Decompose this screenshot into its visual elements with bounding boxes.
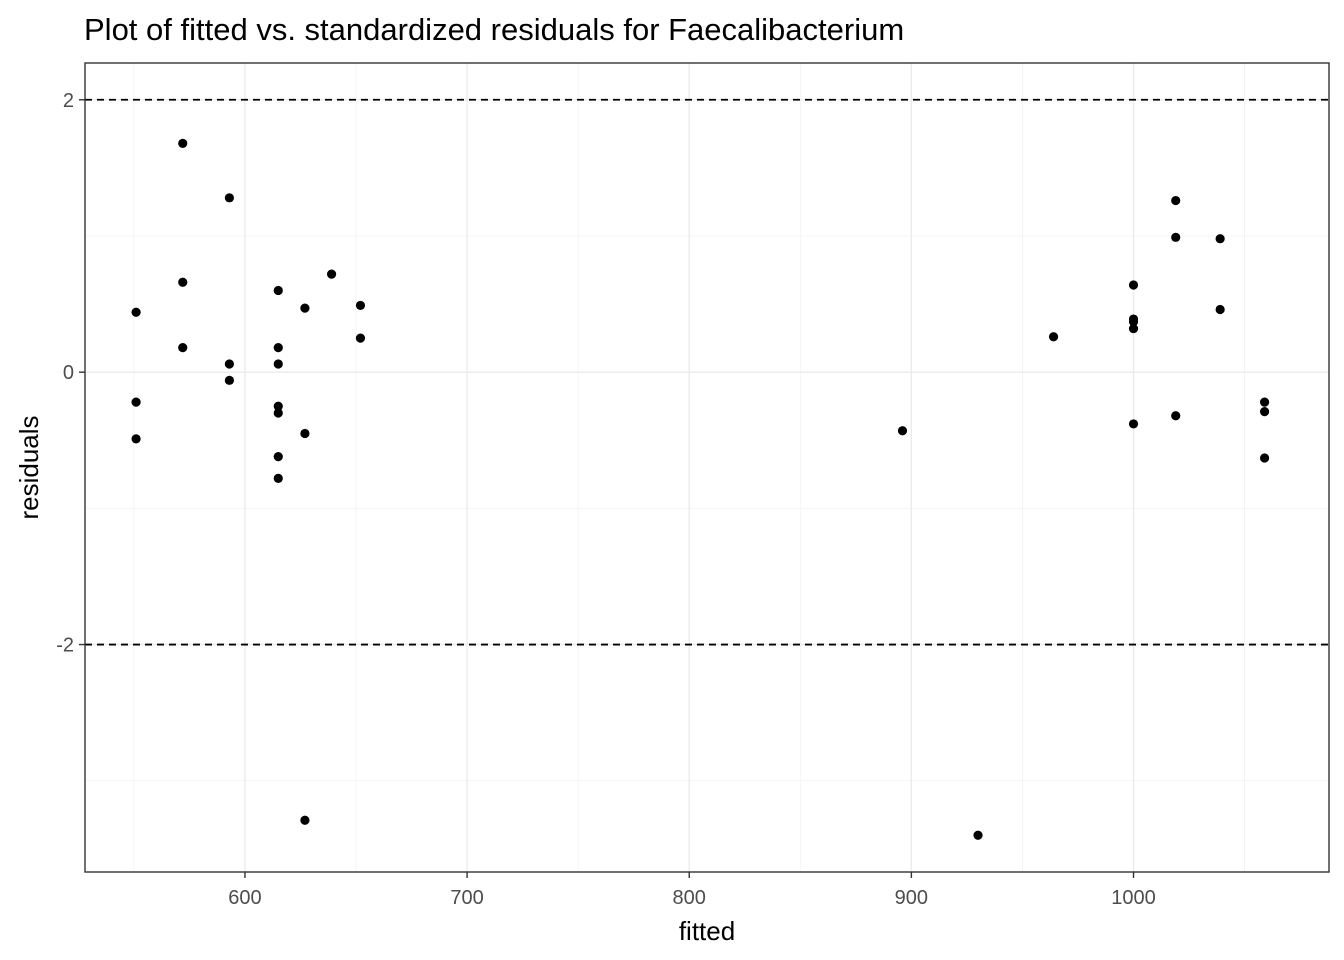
y-axis-title: residuals [14, 415, 44, 519]
y-tick-label: -2 [56, 635, 74, 657]
data-point [178, 138, 188, 148]
data-point [224, 359, 234, 369]
x-tick-label: 800 [673, 887, 706, 909]
x-tick-label: 1000 [1111, 887, 1156, 909]
data-point [1171, 232, 1181, 242]
data-point [973, 830, 983, 840]
data-point [1128, 280, 1139, 290]
data-point [1215, 234, 1225, 244]
data-point [1128, 317, 1139, 327]
data-point [131, 307, 141, 317]
panel-border [84, 62, 1330, 873]
data-point [300, 428, 310, 439]
data-point [355, 333, 366, 343]
y-tick-label: 2 [63, 90, 74, 112]
data-point [1259, 407, 1270, 417]
data-point [131, 397, 141, 407]
x-tick-label: 900 [895, 887, 928, 909]
data-point [1128, 323, 1139, 334]
data-point [1259, 453, 1270, 463]
data-point [1128, 419, 1139, 429]
data-point [224, 193, 234, 203]
panel-background [85, 63, 1329, 872]
data-point [326, 269, 337, 279]
data-point [300, 815, 310, 825]
x-tick-label: 600 [228, 887, 261, 909]
data-point [1171, 411, 1181, 421]
data-point [1171, 195, 1181, 206]
data-point [273, 401, 283, 411]
reference-lines [85, 98, 1329, 646]
plot-panel [84, 62, 1330, 873]
data-point [1048, 332, 1059, 342]
x-tick-label: 700 [450, 887, 483, 909]
y-tick-label: 0 [63, 362, 74, 384]
data-point [273, 343, 283, 353]
data-point [1259, 397, 1270, 407]
data-point [1215, 304, 1225, 315]
data-point [897, 426, 908, 436]
data-point [273, 408, 283, 418]
data-point [224, 375, 234, 385]
x-axis-title: fitted [679, 916, 735, 946]
data-point [355, 300, 366, 311]
data-point [131, 434, 141, 444]
data-point [178, 343, 188, 353]
data-point [273, 452, 283, 462]
chart-title: Plot of fitted vs. standardized residual… [84, 12, 904, 47]
y-axis: -2 0 2 [56, 90, 85, 657]
data-point [273, 473, 283, 483]
minor-gridlines [85, 63, 1329, 872]
data-point [300, 303, 310, 313]
data-point [273, 359, 283, 369]
data-points [131, 138, 1270, 840]
x-axis: 600 700 800 900 1000 [228, 872, 1156, 909]
data-point [178, 277, 188, 287]
data-point [273, 285, 283, 296]
